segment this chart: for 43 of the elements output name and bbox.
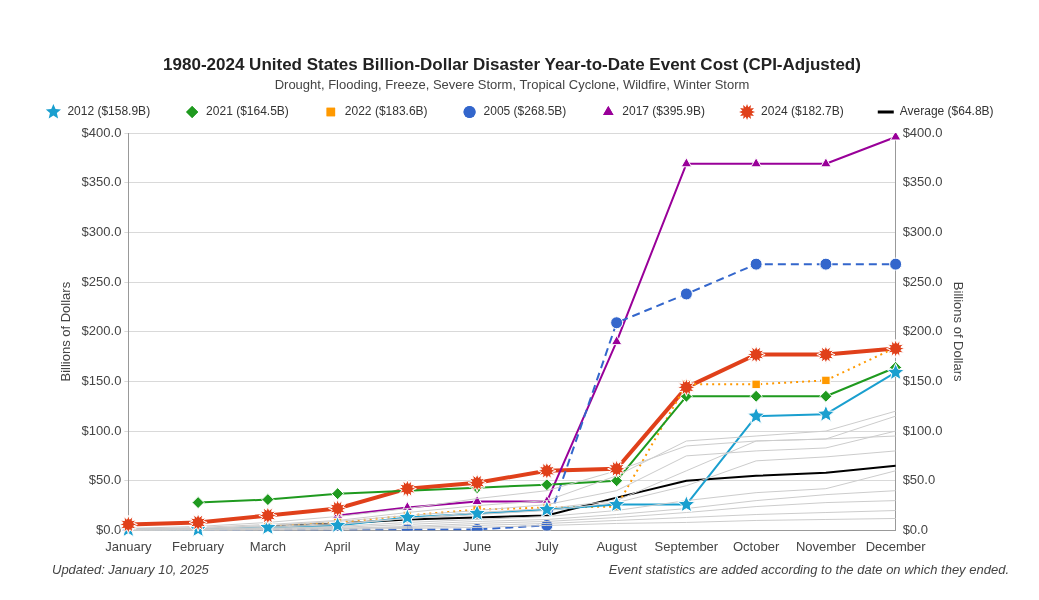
y2-tick-label: $250.0 [902, 273, 943, 289]
y-tick-label: $200.0 [81, 323, 122, 339]
chart-subtitle: Drought, Flooding, Freeze, Severe Storm, Tropical Cyclone, Wildfire, Winter Storm [274, 76, 750, 92]
y-tick-label: $50.0 [88, 472, 122, 488]
legend-label: 2022 ($183.6B) [344, 104, 428, 119]
y-tick-label: $0.0 [96, 521, 122, 537]
y2-tick-label: $100.0 [902, 422, 943, 438]
x-tick-label: December [865, 538, 927, 554]
y2-axis-title: Billions of Dollars [950, 281, 966, 383]
y-tick-label: $400.0 [81, 124, 122, 140]
legend-label: 2024 ($182.7B) [761, 104, 844, 119]
y2-tick-label: $400.0 [902, 124, 943, 140]
y-tick-label: $100.0 [81, 422, 122, 438]
x-tick-label: October [733, 538, 780, 554]
legend-label: 2017 ($395.9B) [622, 104, 706, 119]
x-tick-label: May [395, 538, 421, 554]
x-tick-label: June [463, 538, 492, 554]
x-tick-label: July [535, 538, 559, 554]
y-tick-label: $150.0 [81, 372, 122, 388]
y2-tick-label: $0.0 [902, 521, 928, 537]
y-tick-label: $350.0 [81, 174, 122, 190]
legend-label: 2005 ($268.5B) [483, 104, 567, 119]
text: Updated: January 10, 2025 [52, 562, 209, 577]
x-tick-label: March [249, 538, 286, 554]
y-tick-label: $250.0 [81, 273, 122, 289]
legend-label: Average ($64.8B) [899, 104, 994, 119]
x-tick-label: February [172, 538, 225, 554]
legend-label: 2012 ($158.9B) [67, 104, 151, 119]
y2-tick-label: $150.0 [902, 372, 943, 388]
legend-label: 2021 ($164.5B) [206, 104, 289, 119]
x-tick-label: April [324, 538, 351, 554]
y2-tick-label: $50.0 [902, 472, 936, 488]
x-tick-label: November [795, 538, 857, 554]
x-tick-label: September [654, 538, 719, 554]
x-tick-label: January [105, 538, 152, 554]
y2-tick-label: $300.0 [902, 223, 943, 239]
y-axis-title: Billions of Dollars [58, 281, 74, 382]
x-tick-label: August [596, 538, 638, 554]
y-tick-label: $300.0 [81, 223, 122, 239]
y2-tick-label: $200.0 [902, 323, 943, 339]
chart-title: 1980-2024 United States Billion-Dollar Disaster Year-to-Date Event Cost (CPI-Adjusted) [163, 54, 861, 74]
text: Event statistics are added according to the date on which they ended. [608, 562, 1009, 577]
y2-tick-label: $350.0 [902, 174, 943, 190]
